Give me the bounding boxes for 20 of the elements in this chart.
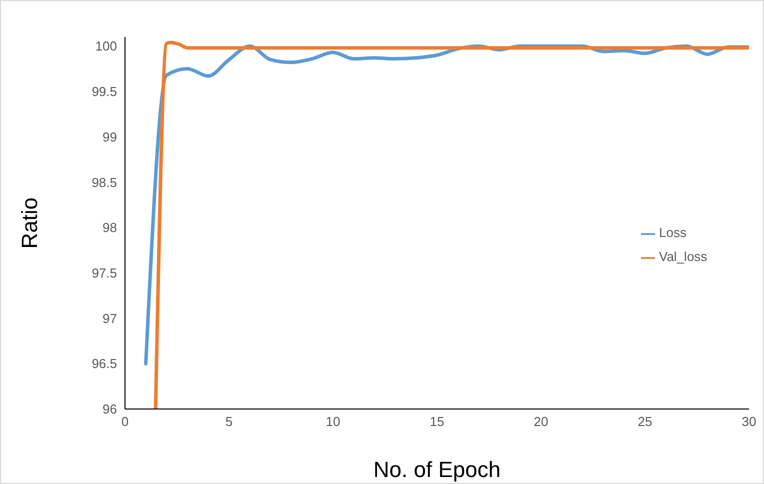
y-tick-label: 99: [102, 129, 117, 144]
legend-label: Val_loss: [659, 249, 708, 264]
y-tick-label: 100: [95, 38, 117, 54]
x-tick-label: 0: [121, 414, 129, 430]
y-tick-label: 96.5: [92, 356, 117, 372]
y-tick-label: 97.5: [92, 266, 117, 281]
y-tick-label: 99.5: [92, 84, 117, 100]
x-tick-label: 15: [430, 414, 444, 430]
x-tick-label: 5: [225, 414, 233, 430]
x-tick-label: 25: [638, 414, 652, 430]
y-tick-label: 96: [102, 402, 117, 417]
y-axis-title: Ratio: [16, 197, 42, 249]
y-tick-label: 98.5: [92, 174, 117, 190]
legend-label: Loss: [659, 225, 686, 240]
x-tick-label: 30: [742, 414, 756, 430]
x-tick-label: 20: [534, 414, 548, 430]
x-axis-title: No. of Epoch: [373, 457, 501, 482]
x-tick-label: 10: [326, 414, 340, 430]
y-tick-label: 98: [102, 220, 117, 236]
y-tick-label: 97: [102, 310, 117, 326]
